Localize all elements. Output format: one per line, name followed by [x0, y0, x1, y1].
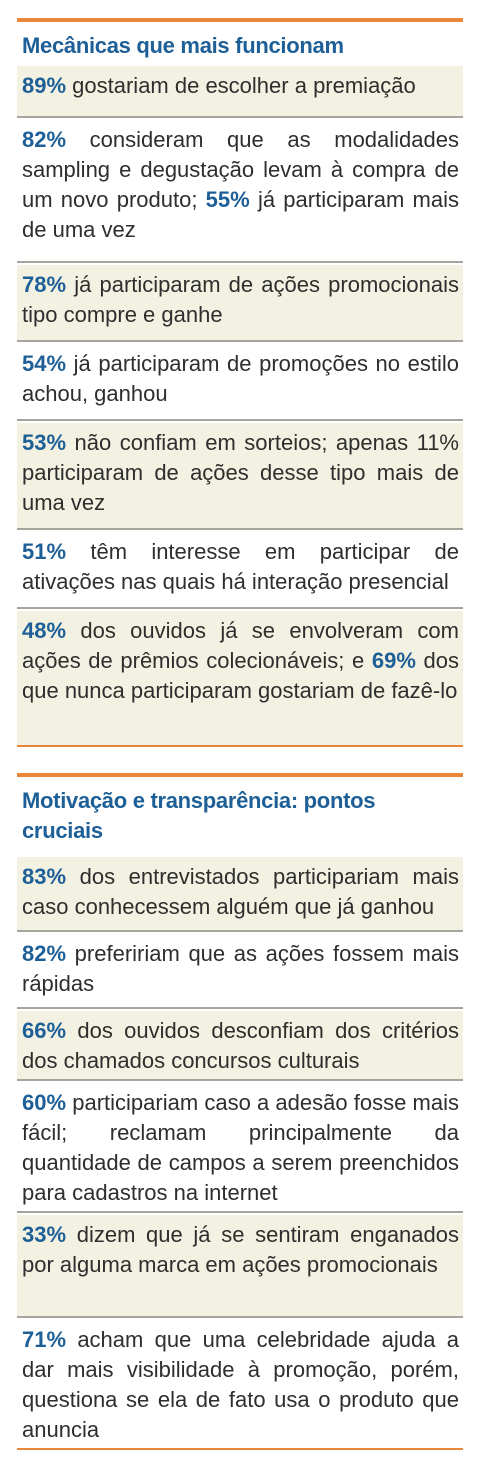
stat-percent: 82% — [22, 941, 67, 966]
stat-percent: 69% — [371, 648, 416, 673]
stat-text: dos que nunca participaram gostariam de … — [22, 648, 459, 703]
stat-item: 48% dos ouvidos já se envolveram com açõ… — [17, 611, 463, 747]
section-rule — [17, 18, 463, 22]
stat-percent: 48% — [22, 618, 67, 643]
stat-percent: 53% — [22, 430, 67, 455]
stat-item: 53% não confiam em sorteios; apenas 11% … — [17, 423, 463, 530]
stat-text: já participaram de ações promocionais ti… — [22, 272, 459, 327]
stat-percent: 78% — [22, 272, 67, 297]
section-title: Motivação e transparência: pontos crucia… — [22, 788, 376, 843]
section-rule — [17, 773, 463, 777]
stat-item: 82% consideram que as modalidades sampli… — [17, 120, 463, 263]
stat-text: dos ouvidos desconfiam dos critérios dos… — [22, 1018, 459, 1073]
stat-text: dizem que já se sentiram enganados por a… — [22, 1222, 459, 1277]
stat-percent: 51% — [22, 539, 67, 564]
stat-text: gostariam de escolher a premiação — [66, 73, 416, 98]
stat-text: participariam caso a adesão fosse mais f… — [22, 1090, 459, 1205]
section-title: Mecânicas que mais funcionam — [22, 33, 344, 58]
stat-text: têm interesse em participar de ativações… — [22, 539, 459, 594]
stat-percent: 66% — [22, 1018, 67, 1043]
stat-item: 54% já participaram de promoções no esti… — [17, 344, 463, 421]
stat-text: consideram que as modalidades sampling e… — [22, 127, 459, 212]
stat-item: 66% dos ouvidos desconfiam dos critérios… — [17, 1011, 463, 1081]
stat-percent: 60% — [22, 1090, 67, 1115]
stat-percent: 33% — [22, 1222, 67, 1247]
stat-percent: 82% — [22, 127, 67, 152]
stat-item: 82% prefeririam que as ações fossem mais… — [17, 934, 463, 1009]
stat-percent: 54% — [22, 351, 67, 376]
stat-text: dos ouvidos já se envolveram com ações d… — [22, 618, 459, 673]
stat-percent: 71% — [22, 1327, 67, 1352]
stat-percent: 55% — [205, 187, 250, 212]
stat-item: 78% já participaram de ações promocionai… — [17, 265, 463, 342]
stat-item: 51% têm interesse em participar de ativa… — [17, 532, 463, 609]
stat-text: já participaram de promoções no estilo a… — [22, 351, 459, 406]
stat-item: 33% dizem que já se sentiram enganados p… — [17, 1215, 463, 1318]
stat-item: 71% acham que uma celebridade ajuda a da… — [17, 1320, 463, 1450]
stat-item: 89% gostariam de escolher a premiação — [17, 66, 463, 118]
stat-text: acham que uma celebridade ajuda a dar ma… — [22, 1327, 459, 1442]
stat-percent: 83% — [22, 864, 67, 889]
stat-item: 60% participariam caso a adesão fosse ma… — [17, 1083, 463, 1213]
stat-text: já participaram mais de uma vez — [22, 187, 459, 242]
stat-text: não confiam em sorteios; apenas 11% part… — [22, 430, 459, 515]
stat-text: prefeririam que as ações fossem mais ráp… — [22, 941, 459, 996]
stat-text: dos entrevistados participariam mais cas… — [22, 864, 459, 919]
stat-percent: 89% — [22, 73, 67, 98]
stat-item: 83% dos entrevistados participariam mais… — [17, 857, 463, 932]
